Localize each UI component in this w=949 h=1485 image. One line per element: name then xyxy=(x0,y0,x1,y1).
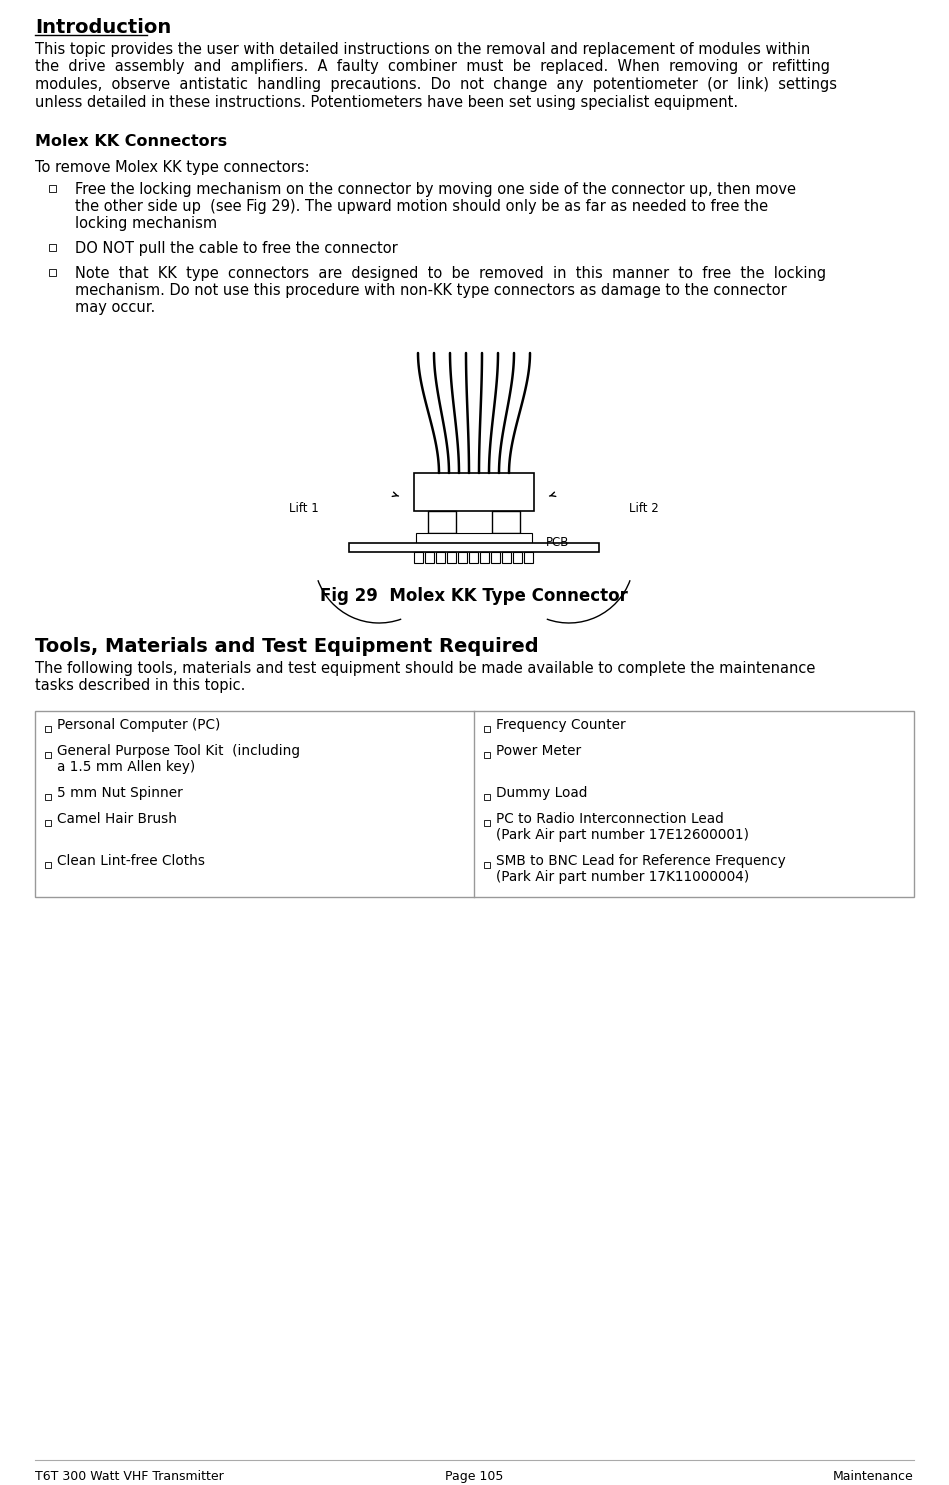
Bar xyxy=(414,474,534,511)
Text: Frequency Counter: Frequency Counter xyxy=(496,719,626,732)
Text: unless detailed in these instructions. Potentiometers have been set using specia: unless detailed in these instructions. P… xyxy=(35,95,738,110)
Text: locking mechanism: locking mechanism xyxy=(75,215,217,232)
Text: Page 105: Page 105 xyxy=(445,1470,504,1484)
Text: a 1.5 mm Allen key): a 1.5 mm Allen key) xyxy=(57,760,195,774)
Bar xyxy=(448,552,456,563)
Bar xyxy=(416,533,532,544)
Text: Introduction: Introduction xyxy=(35,18,171,37)
Text: Power Meter: Power Meter xyxy=(496,744,582,757)
Text: Note  that  KK  type  connectors  are  designed  to  be  removed  in  this  mann: Note that KK type connectors are designe… xyxy=(75,266,827,281)
Text: the other side up  (see Fig 29). The upward motion should only be as far as need: the other side up (see Fig 29). The upwa… xyxy=(75,199,768,214)
Text: Personal Computer (PC): Personal Computer (PC) xyxy=(57,719,220,732)
Text: tasks described in this topic.: tasks described in this topic. xyxy=(35,679,246,693)
Text: Fig 29  Molex KK Type Connector: Fig 29 Molex KK Type Connector xyxy=(320,587,628,604)
Bar xyxy=(525,552,533,563)
Bar xyxy=(49,186,56,192)
Text: modules,  observe  antistatic  handling  precautions.  Do  not  change  any  pot: modules, observe antistatic handling pre… xyxy=(35,77,837,92)
Text: Clean Lint-free Cloths: Clean Lint-free Cloths xyxy=(57,854,205,869)
Bar xyxy=(45,751,51,757)
Text: Molex KK Connectors: Molex KK Connectors xyxy=(35,134,227,149)
Text: PCB: PCB xyxy=(546,536,569,549)
Bar xyxy=(480,552,490,563)
Text: To remove Molex KK type connectors:: To remove Molex KK type connectors: xyxy=(35,160,309,175)
Bar xyxy=(485,751,491,757)
Text: mechanism. Do not use this procedure with non-KK type connectors as damage to th: mechanism. Do not use this procedure wit… xyxy=(75,284,787,298)
Text: PC to Radio Interconnection Lead: PC to Radio Interconnection Lead xyxy=(496,812,724,826)
Text: Camel Hair Brush: Camel Hair Brush xyxy=(57,812,177,826)
Bar xyxy=(45,726,51,732)
Bar xyxy=(425,552,435,563)
Bar xyxy=(45,861,51,869)
Bar xyxy=(45,794,51,800)
Text: (Park Air part number 17K11000004): (Park Air part number 17K11000004) xyxy=(496,870,750,884)
Text: General Purpose Tool Kit  (including: General Purpose Tool Kit (including xyxy=(57,744,300,757)
Bar xyxy=(49,269,56,276)
Bar xyxy=(415,552,423,563)
Text: may occur.: may occur. xyxy=(75,300,156,315)
Text: The following tools, materials and test equipment should be made available to co: The following tools, materials and test … xyxy=(35,661,815,676)
Text: Lift 2: Lift 2 xyxy=(629,502,659,514)
Text: Dummy Load: Dummy Load xyxy=(496,786,587,800)
Text: DO NOT pull the cable to free the connector: DO NOT pull the cable to free the connec… xyxy=(75,241,398,255)
Bar xyxy=(49,244,56,251)
Text: Maintenance: Maintenance xyxy=(833,1470,914,1484)
Bar xyxy=(485,794,491,800)
Bar xyxy=(485,861,491,869)
Text: T6T 300 Watt VHF Transmitter: T6T 300 Watt VHF Transmitter xyxy=(35,1470,224,1484)
Text: Free the locking mechanism on the connector by moving one side of the connector : Free the locking mechanism on the connec… xyxy=(75,183,796,198)
Text: (Park Air part number 17E12600001): (Park Air part number 17E12600001) xyxy=(496,829,750,842)
Text: Lift 1: Lift 1 xyxy=(289,502,319,514)
Bar xyxy=(458,552,468,563)
Bar xyxy=(485,726,491,732)
Bar xyxy=(35,711,914,897)
Bar xyxy=(45,820,51,826)
Bar xyxy=(470,552,478,563)
Bar xyxy=(349,544,599,552)
Bar xyxy=(437,552,445,563)
Bar xyxy=(428,511,456,533)
Text: the  drive  assembly  and  amplifiers.  A  faulty  combiner  must  be  replaced.: the drive assembly and amplifiers. A fau… xyxy=(35,59,830,74)
Text: This topic provides the user with detailed instructions on the removal and repla: This topic provides the user with detail… xyxy=(35,42,810,56)
Bar xyxy=(513,552,523,563)
Bar xyxy=(485,820,491,826)
Text: Tools, Materials and Test Equipment Required: Tools, Materials and Test Equipment Requ… xyxy=(35,637,539,656)
Text: 5 mm Nut Spinner: 5 mm Nut Spinner xyxy=(57,786,183,800)
Bar xyxy=(492,552,500,563)
Bar xyxy=(492,511,520,533)
Text: SMB to BNC Lead for Reference Frequency: SMB to BNC Lead for Reference Frequency xyxy=(496,854,787,869)
Bar xyxy=(503,552,512,563)
